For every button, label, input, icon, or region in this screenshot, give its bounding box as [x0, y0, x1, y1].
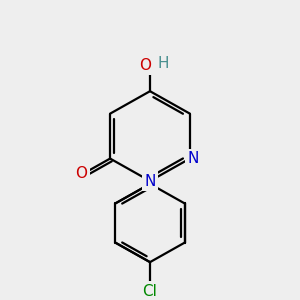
Text: O: O: [140, 58, 152, 73]
Text: H: H: [158, 56, 169, 71]
Text: N: N: [187, 151, 199, 166]
Text: O: O: [75, 166, 87, 181]
Text: N: N: [144, 173, 156, 188]
Text: Cl: Cl: [142, 284, 158, 298]
